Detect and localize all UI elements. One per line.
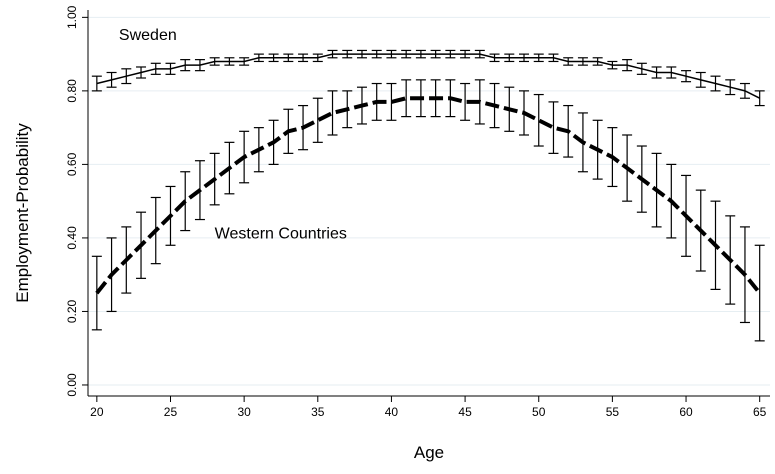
x-tick-label: 20 xyxy=(90,405,104,419)
y-tick-label: 0.00 xyxy=(65,373,79,397)
x-tick-label: 30 xyxy=(237,405,251,419)
x-tick-label: 50 xyxy=(532,405,546,419)
series-line xyxy=(95,96,762,295)
x-tick-label: 25 xyxy=(164,405,178,419)
y-tick-label: 0.40 xyxy=(65,226,79,250)
y-tick-label: 0.20 xyxy=(65,299,79,323)
series-label: Sweden xyxy=(119,27,177,44)
x-tick-label: 65 xyxy=(753,405,767,419)
x-axis-title: Age xyxy=(414,443,444,462)
y-tick-label: 0.80 xyxy=(65,79,79,103)
x-tick-label: 35 xyxy=(311,405,325,419)
x-tick-label: 40 xyxy=(385,405,399,419)
y-axis-title: Employment-Probability xyxy=(13,123,32,303)
series-line xyxy=(96,53,761,99)
x-tick-label: 45 xyxy=(458,405,472,419)
y-tick-label: 1.00 xyxy=(65,5,79,29)
series-label: Western Countries xyxy=(215,225,347,242)
y-tick-label: 0.60 xyxy=(65,152,79,176)
x-tick-label: 60 xyxy=(679,405,693,419)
x-tick-label: 55 xyxy=(606,405,620,419)
